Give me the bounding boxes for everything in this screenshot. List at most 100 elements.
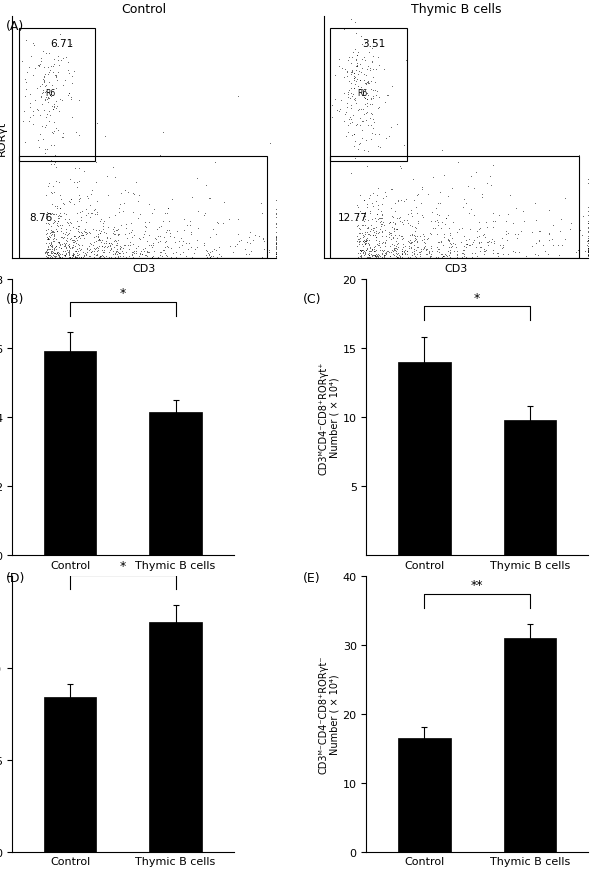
Point (575, 223, 584, 237)
Point (158, 244, 168, 258)
Point (583, 243, 593, 257)
Point (128, 237, 138, 251)
Point (158, 126, 167, 140)
Point (435, 251, 445, 265)
Point (57, 248, 67, 262)
Point (445, 243, 455, 257)
Point (95, 215, 105, 229)
Point (89, 230, 99, 244)
Point (368, 249, 377, 263)
Point (24, 115, 34, 129)
Point (350, 136, 360, 149)
Point (46, 208, 56, 222)
Point (112, 224, 122, 238)
Point (127, 217, 136, 231)
Point (420, 236, 430, 250)
Point (368, 122, 378, 136)
Point (349, 93, 359, 107)
Point (61, 244, 70, 258)
Point (52, 240, 61, 254)
X-axis label: CD3: CD3 (444, 264, 467, 274)
Point (442, 250, 452, 264)
Point (67, 76, 76, 90)
Point (367, 243, 377, 257)
Point (358, 124, 367, 138)
Point (49, 235, 59, 249)
Point (335, 53, 344, 67)
Point (232, 237, 241, 251)
Point (356, 249, 366, 263)
Point (271, 236, 281, 250)
Point (146, 238, 156, 252)
Point (43, 90, 53, 104)
Point (169, 247, 178, 261)
Point (107, 242, 116, 256)
Point (25, 88, 35, 102)
Point (44, 237, 54, 251)
Point (370, 250, 379, 264)
Point (73, 231, 83, 245)
Point (76, 232, 85, 246)
Point (574, 226, 584, 240)
Point (476, 241, 485, 255)
Point (55, 218, 65, 232)
Point (360, 235, 370, 249)
Point (271, 248, 281, 262)
Point (73, 234, 82, 248)
Point (139, 245, 149, 259)
Point (368, 63, 377, 76)
Point (395, 249, 405, 263)
Point (104, 245, 113, 259)
Point (44, 241, 53, 255)
Point (41, 246, 51, 260)
Point (372, 237, 382, 251)
Point (46, 109, 55, 123)
Point (356, 30, 365, 44)
Point (406, 204, 416, 218)
Point (343, 90, 353, 104)
Point (47, 243, 57, 257)
Point (62, 216, 72, 229)
Point (32, 83, 42, 96)
Point (365, 228, 374, 242)
Point (94, 233, 104, 247)
Point (85, 250, 95, 264)
Point (67, 93, 76, 107)
Point (271, 229, 281, 243)
Point (44, 249, 53, 262)
Point (511, 202, 521, 216)
Point (43, 92, 53, 106)
Point (476, 241, 486, 255)
Point (59, 249, 69, 263)
Point (508, 244, 518, 258)
Text: R6: R6 (46, 89, 56, 97)
Point (583, 222, 593, 235)
Point (358, 89, 367, 103)
Point (184, 242, 193, 256)
Point (71, 222, 81, 235)
Point (127, 230, 137, 244)
Point (443, 232, 453, 246)
Point (339, 23, 349, 36)
Point (370, 245, 380, 259)
Bar (149, 412, 202, 555)
Point (378, 216, 388, 230)
Point (48, 180, 58, 194)
Point (68, 249, 78, 263)
Point (361, 134, 370, 148)
Point (355, 227, 365, 241)
Point (357, 244, 367, 258)
Point (254, 229, 263, 243)
Point (560, 233, 570, 247)
Point (488, 215, 498, 229)
Point (69, 176, 79, 190)
Point (95, 227, 105, 241)
Point (44, 216, 53, 230)
Point (271, 232, 281, 246)
Point (74, 129, 83, 143)
Point (409, 238, 419, 252)
Point (438, 250, 448, 264)
Point (121, 217, 131, 231)
Point (22, 66, 32, 80)
Point (392, 223, 401, 237)
